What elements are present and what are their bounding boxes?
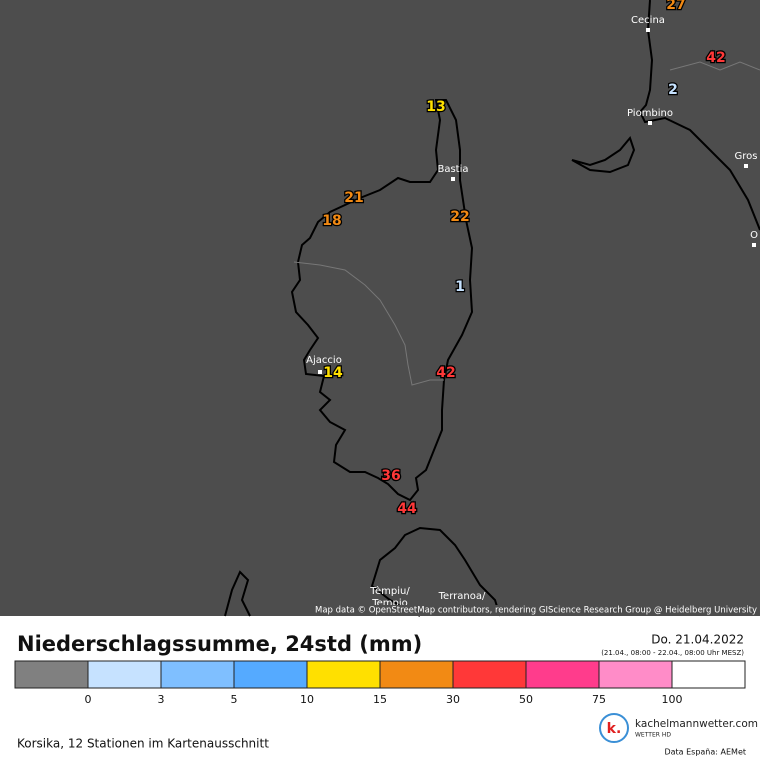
place-label: Tempio [371,598,408,609]
station-value: 27 [666,0,685,13]
station-value: 36 [381,468,400,484]
legend-swatch [306,660,381,689]
place-dot [451,177,455,181]
station-value: 42 [706,50,725,66]
legend-tick-label: 5 [231,693,238,706]
legend-tick-label: 0 [85,693,92,706]
place-label: Cecina [631,15,665,26]
legend-swatch [233,660,308,689]
place-dot [318,370,322,374]
legend-swatch [160,660,235,689]
legend-tick-label: 75 [592,693,606,706]
legend-title: Niederschlagssumme, 24std (mm) [17,632,422,656]
place-label: Ajaccio [306,355,342,366]
brand-sub: WETTER HD [635,732,671,739]
legend-tick-label: 15 [373,693,387,706]
place-labels: Cecina Piombino Bastia Ajaccio Gros O Tèmpiu/T… [306,15,758,609]
legend-swatch [14,660,89,689]
coastlines [224,0,760,617]
place-label: Tèmpiu/ [369,585,410,597]
station-value: 2 [668,82,678,98]
place-dot [744,164,748,168]
station-value: 44 [397,501,417,517]
legend-swatch [452,660,527,689]
legend-tick-label: 30 [446,693,460,706]
brand-logo [599,713,629,743]
credit: Data España: AEMet [664,748,746,757]
station-value: 14 [323,365,343,381]
legend-tick-label: 50 [519,693,533,706]
footer-note: Korsika, 12 Stationen im Kartenausschnit… [17,737,269,751]
attribution-box [338,605,760,616]
legend-swatch [671,660,746,689]
place-dot [752,243,756,247]
place-label: O [750,230,758,241]
legend-swatch [525,660,600,689]
place-label: Gros [735,151,758,162]
map-background [0,0,760,616]
place-label: Bastia [437,164,468,175]
legend-swatch [379,660,454,689]
station-value: 42 [436,365,455,381]
station-value: 18 [322,213,341,229]
date: Do. 21.04.2022 [651,633,744,647]
brand: kachelmannwetter.com [635,718,758,730]
legend: 0 3 5 10 15 30 50 75 100 [14,660,746,706]
period: (21.04., 08:00 - 22.04., 08:00 Uhr MESZ) [601,649,744,657]
station-value: 1 [455,279,465,295]
place-dot [646,28,650,32]
legend-swatch [87,660,162,689]
place-label: Terranoa/ [438,591,486,602]
station-value: 22 [450,209,469,225]
place-label: Piombino [627,108,673,119]
brand-mark: k. [607,721,622,737]
attribution: Map data © OpenStreetMap contributors, r… [315,606,757,616]
place-dot [648,121,652,125]
station-value: 21 [344,190,363,206]
legend-tick-label: 10 [300,693,314,706]
legend-tick-label: 100 [662,693,683,706]
legend-tick-label: 3 [158,693,165,706]
station-value: 13 [426,99,445,115]
legend-swatch [598,660,673,689]
